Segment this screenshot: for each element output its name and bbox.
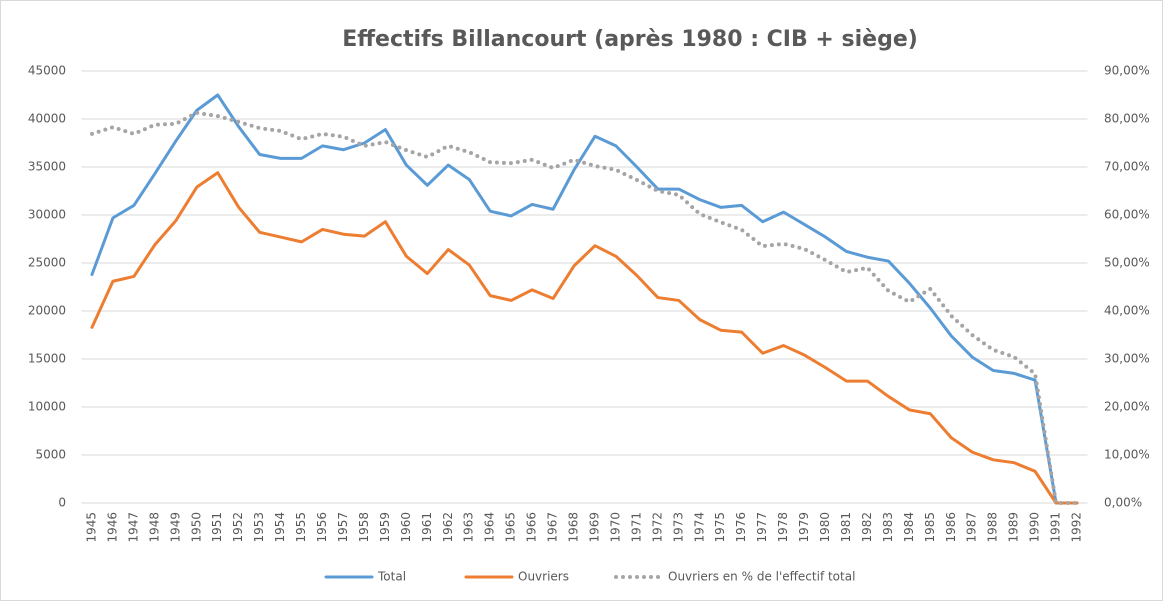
legend-label: Ouvriers en % de l'effectif total — [668, 570, 855, 584]
x-tick-label: 1974 — [692, 512, 706, 543]
x-tick-label: 1983 — [881, 512, 895, 543]
x-tick-label: 1968 — [567, 512, 581, 543]
x-tick-label: 1962 — [441, 512, 455, 543]
x-tick-label: 1985 — [923, 512, 937, 543]
y-tick-label: 0 — [58, 496, 66, 510]
y2-tick-label: 90,00% — [1104, 64, 1150, 78]
x-tick-label: 1965 — [504, 512, 518, 543]
x-tick-label: 1970 — [608, 512, 622, 543]
x-tick-label: 1975 — [713, 512, 727, 543]
x-tick-label: 1992 — [1070, 512, 1084, 543]
x-tick-label: 1945 — [84, 512, 98, 543]
legend-label: Total — [377, 570, 406, 584]
x-tick-label: 1950 — [189, 512, 203, 543]
x-tick-label: 1958 — [357, 512, 371, 543]
x-tick-label: 1980 — [818, 512, 832, 543]
x-tick-label: 1952 — [231, 512, 245, 543]
x-tick-label: 1957 — [336, 512, 350, 543]
y2-tick-label: 10,00% — [1104, 448, 1150, 462]
y-tick-label: 15000 — [28, 352, 66, 366]
y2-tick-label: 70,00% — [1104, 160, 1150, 174]
x-tick-label: 1982 — [860, 512, 874, 543]
x-tick-label: 1946 — [105, 512, 119, 543]
series-line — [89, 110, 1080, 505]
x-tick-label: 1956 — [315, 512, 329, 543]
y2-tick-label: 60,00% — [1104, 208, 1150, 222]
x-tick-label: 1969 — [587, 512, 601, 543]
x-tick-label: 1981 — [839, 512, 853, 543]
x-tick-label: 1960 — [399, 512, 413, 543]
y-tick-label: 30000 — [28, 208, 66, 222]
x-tick-label: 1978 — [776, 512, 790, 543]
x-tick-label: 1991 — [1049, 512, 1063, 543]
series-line — [90, 171, 1079, 505]
y-tick-label: 25000 — [28, 256, 66, 270]
x-tick-label: 1951 — [210, 512, 224, 543]
x-tick-label: 1947 — [126, 512, 140, 543]
x-tick-label: 1989 — [1007, 512, 1021, 543]
x-tick-label: 1984 — [902, 512, 916, 543]
y-tick-label: 10000 — [28, 400, 66, 414]
x-tick-label: 1948 — [147, 512, 161, 543]
x-tick-label: 1979 — [797, 512, 811, 543]
y2-tick-label: 0,00% — [1104, 496, 1142, 510]
x-tick-label: 1988 — [986, 512, 1000, 543]
y-tick-label: 40000 — [28, 112, 66, 126]
y-tick-label: 35000 — [28, 160, 66, 174]
x-tick-label: 1986 — [944, 512, 958, 543]
x-tick-label: 1967 — [546, 512, 560, 543]
legend-label: Ouvriers — [518, 570, 569, 584]
x-tick-label: 1949 — [168, 512, 182, 543]
y2-tick-label: 80,00% — [1104, 112, 1150, 126]
x-tick-label: 1977 — [755, 512, 769, 543]
x-tick-label: 1972 — [650, 512, 664, 543]
x-tick-label: 1955 — [294, 512, 308, 543]
x-tick-label: 1973 — [671, 512, 685, 543]
chart-title: Effectifs Billancourt (après 1980 : CIB … — [342, 27, 918, 52]
y2-tick-label: 40,00% — [1104, 304, 1150, 318]
y-tick-label: 45000 — [28, 64, 66, 78]
x-tick-label: 1954 — [273, 512, 287, 543]
x-tick-label: 1987 — [965, 512, 979, 543]
x-tick-label: 1963 — [462, 512, 476, 543]
y2-tick-label: 20,00% — [1104, 400, 1150, 414]
y-tick-label: 5000 — [35, 448, 66, 462]
x-tick-label: 1971 — [629, 512, 643, 543]
y2-tick-label: 50,00% — [1104, 256, 1150, 270]
x-tick-label: 1959 — [378, 512, 392, 543]
x-tick-label: 1964 — [483, 512, 497, 543]
x-tick-label: 1953 — [252, 512, 266, 543]
x-tick-label: 1966 — [525, 512, 539, 543]
y2-tick-label: 30,00% — [1104, 352, 1150, 366]
y-tick-label: 20000 — [28, 304, 66, 318]
x-tick-label: 1990 — [1028, 512, 1042, 543]
x-tick-label: 1961 — [420, 512, 434, 543]
x-tick-label: 1976 — [734, 512, 748, 543]
series-line — [90, 93, 1079, 505]
